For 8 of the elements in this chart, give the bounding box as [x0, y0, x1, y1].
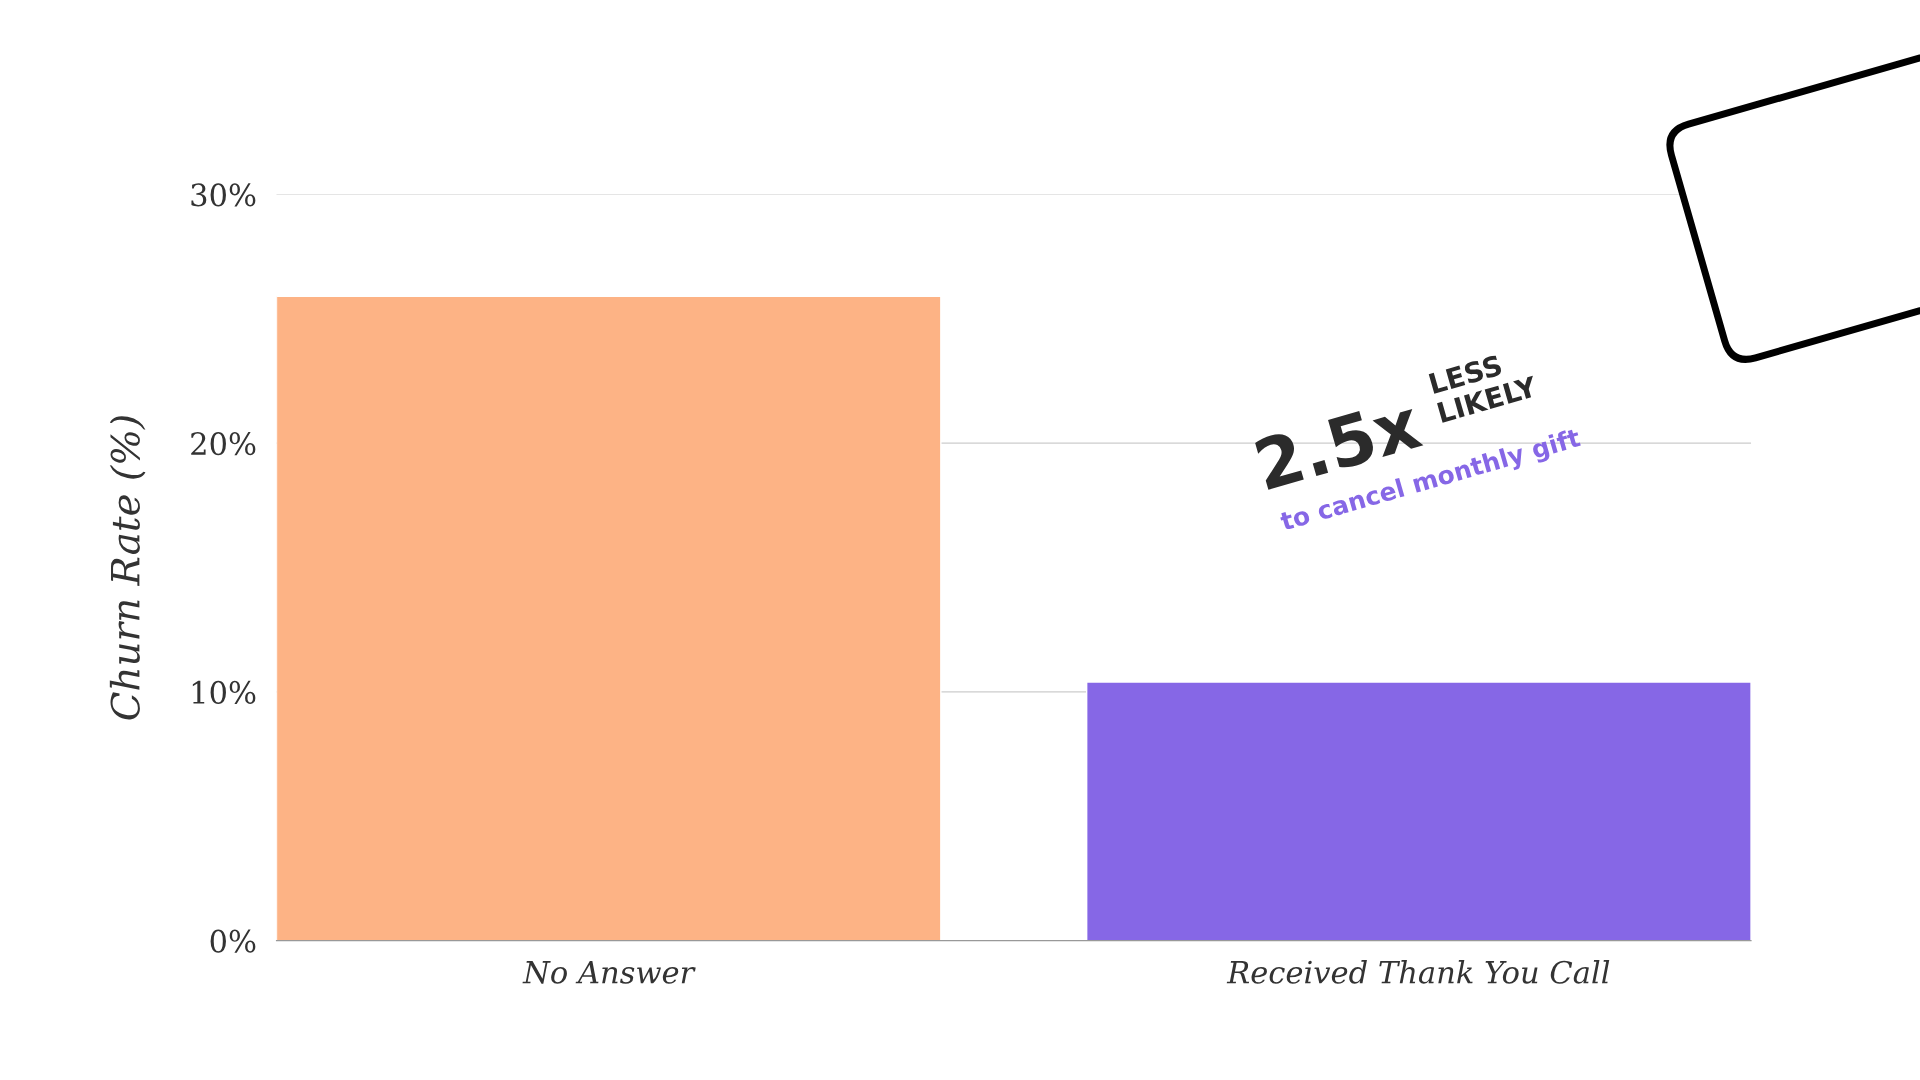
- y-axis-title: Churn Rate (%): [109, 416, 146, 720]
- x-tick-label: Received Thank You Call: [1226, 960, 1610, 984]
- annotation: LESS LIKELY: [1428, 354, 1539, 423]
- y-tick-label: 10%: [192, 680, 256, 704]
- y-tick-label: 20%: [191, 432, 256, 456]
- y-tick-label: 0%: [210, 929, 256, 953]
- y-tick-label: 30%: [191, 183, 256, 207]
- x-tick-label: No Answer: [522, 961, 696, 984]
